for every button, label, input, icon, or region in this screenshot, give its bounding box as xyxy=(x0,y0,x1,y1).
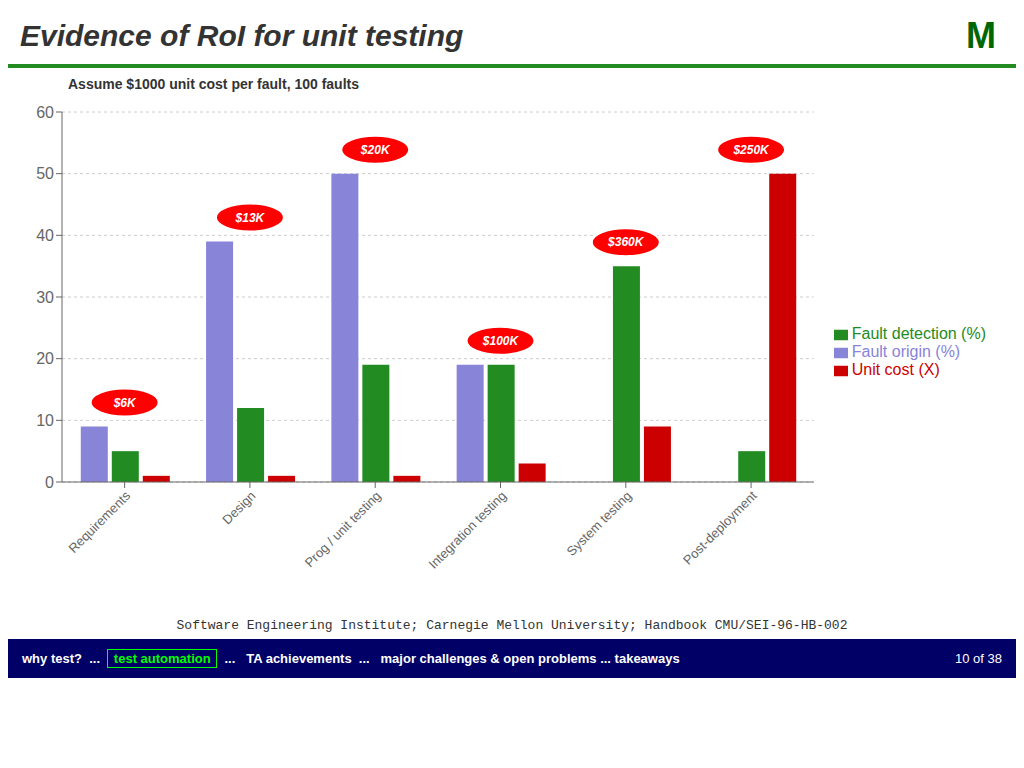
svg-text:60: 60 xyxy=(36,104,54,121)
svg-text:Post-deployment: Post-deployment xyxy=(680,488,760,568)
svg-text:30: 30 xyxy=(36,289,54,306)
svg-text:$100K: $100K xyxy=(482,334,520,348)
svg-text:Integration testing: Integration testing xyxy=(425,488,509,572)
html-text:Unit cost (X): Unit cost (X) xyxy=(851,361,940,378)
html-text:Software Engineering Institute: Software Engineering Institute; Carnegie… xyxy=(176,618,848,633)
svg-text:20: 20 xyxy=(36,350,54,367)
svg-text:50: 50 xyxy=(36,165,54,182)
svg-text:$360K: $360K xyxy=(607,235,645,249)
html-text:Assume $1000 unit cost per fau: Assume $1000 unit cost per fault, 100 fa… xyxy=(68,76,359,92)
svg-text:Design: Design xyxy=(219,488,258,527)
html-text:10 of 38: 10 of 38 xyxy=(955,651,1002,666)
svg-text:40: 40 xyxy=(36,227,54,244)
html-text:Evidence of RoI for unit testi: Evidence of RoI for unit testing xyxy=(20,19,464,52)
svg-text:$6K: $6K xyxy=(113,396,137,410)
svg-text:10: 10 xyxy=(36,412,54,429)
html-text:Fault detection (%): Fault detection (%) xyxy=(851,325,986,342)
svg-text:Requirements: Requirements xyxy=(65,488,133,556)
svg-text:0: 0 xyxy=(45,474,54,491)
html-text:Fault origin (%): Fault origin (%) xyxy=(851,343,961,360)
svg-text:$20K: $20K xyxy=(360,143,391,157)
svg-text:$250K: $250K xyxy=(732,143,770,157)
html-text:why test? ... test automation: why test? ... test automation ... TA ach… xyxy=(22,651,680,666)
svg-text:Prog / unit testing: Prog / unit testing xyxy=(302,488,384,570)
svg-text:$13K: $13K xyxy=(235,211,266,225)
svg-text:System testing: System testing xyxy=(564,488,635,559)
html-text:M: M xyxy=(966,15,996,56)
